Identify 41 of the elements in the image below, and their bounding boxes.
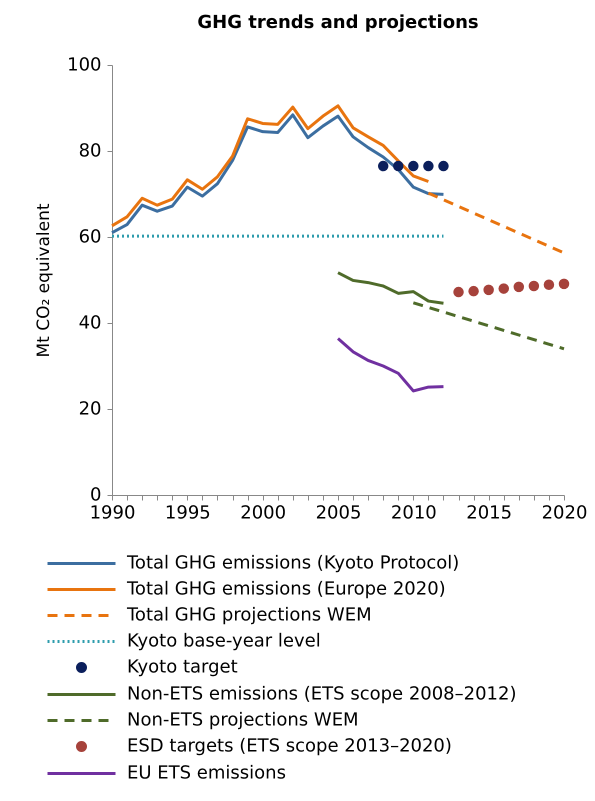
- legend-label: ESD targets (ETS scope 2013–2020): [127, 736, 452, 756]
- point: [423, 160, 434, 172]
- line-series: [336, 336, 445, 392]
- line-series: [336, 271, 445, 305]
- legend-label: Total GHG emissions (Europe 2020): [126, 578, 446, 600]
- point: [558, 278, 570, 290]
- point: [378, 160, 388, 172]
- y-tick-label: 20: [78, 398, 102, 420]
- legend-label: Total GHG emissions (Kyoto Protocol): [126, 552, 460, 574]
- legend-label: EU ETS emissions: [127, 762, 286, 784]
- line-series: [110, 104, 430, 228]
- legend-label: Kyoto target: [127, 656, 238, 678]
- point: [544, 279, 554, 290]
- legend-label: Kyoto base-year level: [127, 630, 321, 652]
- chart-title: GHG trends and projections: [197, 12, 479, 33]
- y-tick-label: 40: [78, 312, 102, 334]
- point: [483, 284, 494, 296]
- y-tick-label: 0: [90, 484, 102, 506]
- line-series: [110, 113, 445, 234]
- y-tick-label: 100: [67, 54, 102, 76]
- point: [438, 160, 449, 172]
- point: [393, 160, 404, 172]
- legend-label: Total GHG projections WEM: [126, 604, 372, 626]
- x-tick-label: 2000: [240, 502, 286, 524]
- x-tick-label: 1990: [90, 502, 136, 524]
- x-tick-label: 1995: [164, 502, 211, 524]
- legend-label: Non-ETS emissions (ETS scope 2008–2012): [127, 684, 516, 704]
- x-tick-label: 2020: [542, 502, 588, 524]
- point: [498, 283, 509, 294]
- x-tick-label: 2010: [390, 502, 437, 524]
- y-tick-label: 60: [78, 226, 102, 248]
- point: [528, 280, 540, 292]
- point: [514, 282, 524, 292]
- point: [468, 286, 479, 296]
- point: [408, 160, 419, 172]
- legend-label: Non-ETS projections WEM: [127, 710, 359, 730]
- y-tick-label: 80: [78, 140, 102, 162]
- point: [453, 286, 464, 298]
- x-tick-label: 2005: [316, 502, 362, 524]
- y-axis-title: Mt CO₂ equivalent: [34, 203, 54, 358]
- x-tick-label: 2015: [466, 502, 512, 524]
